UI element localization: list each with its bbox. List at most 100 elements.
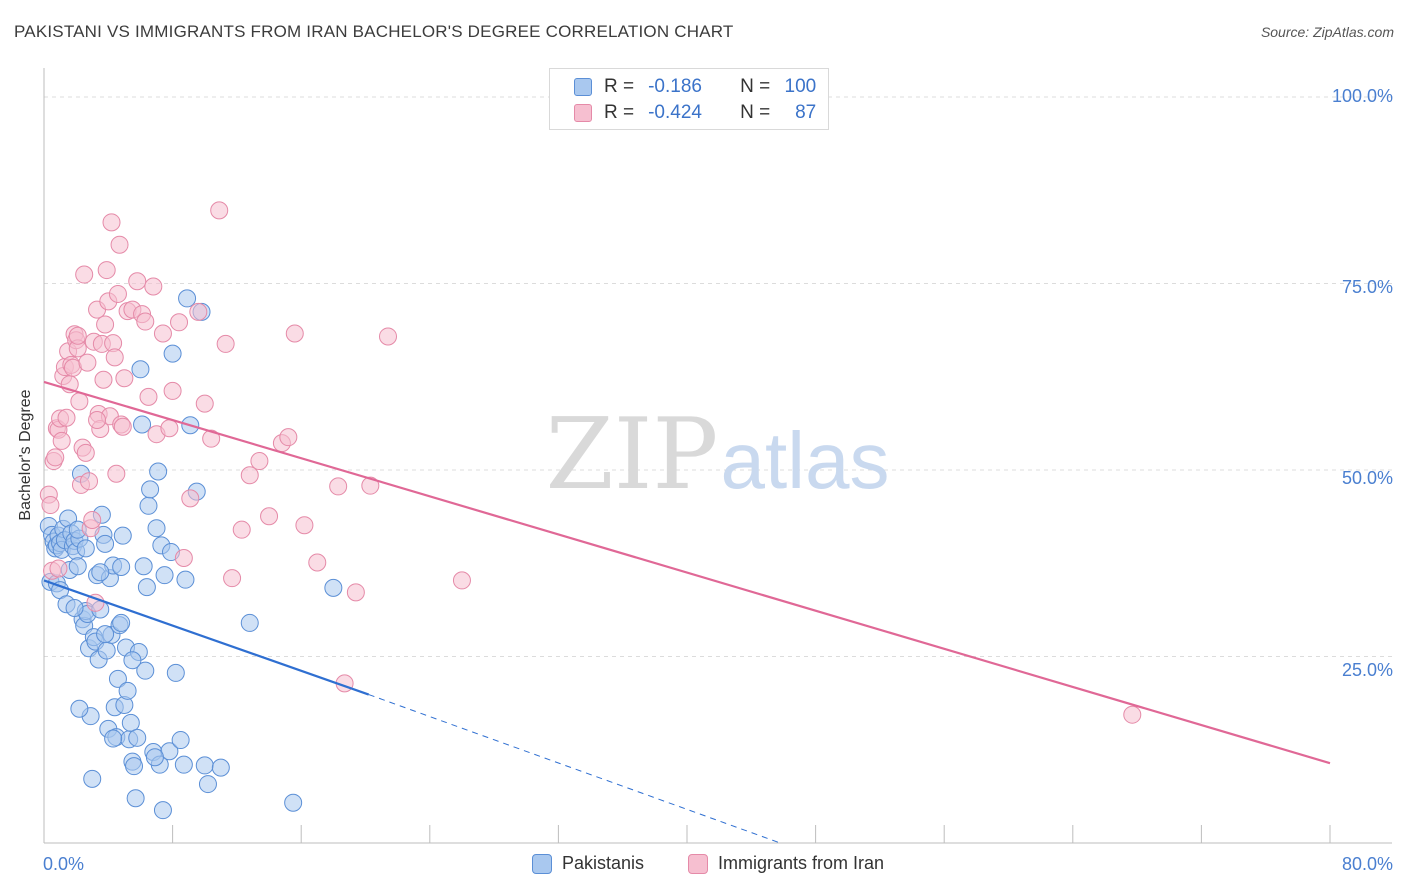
data-point-pakistani [139,496,158,515]
data-point-iran [113,417,132,436]
chart-title: PAKISTANI VS IMMIGRANTS FROM IRAN BACHEL… [14,22,734,41]
data-point-pakistani [112,613,131,632]
trend-line-pakistani [43,579,370,696]
data-point-iran [232,520,251,539]
data-point-pakistani [68,557,87,576]
data-point-pakistani [149,462,168,481]
data-point-iran [107,464,126,483]
data-point-pakistani [123,651,142,670]
data-point-pakistani [155,566,174,585]
data-point-iran [46,448,65,467]
data-point-iran [52,431,71,450]
bottom-legend: Pakistanis Immigrants from Iran [0,852,1406,878]
data-point-iran [41,496,60,515]
data-point-iran [78,353,97,372]
legend-n-value: 87 [795,102,817,123]
data-point-pakistani [137,578,156,597]
data-point-pakistani [70,699,89,718]
data-point-iran [68,326,87,345]
data-point-iran [102,213,121,232]
data-point-iran [88,411,107,430]
watermark: ZIP atlas [546,398,890,512]
legend-label-immigrants-from-iran: Immigrants from Iran [718,853,885,873]
data-point-iran [250,452,269,471]
y-tick-label: 75.0% [1341,277,1393,297]
data-point-iran [94,370,113,389]
data-point-iran [144,277,163,296]
data-point-iran [189,302,208,321]
data-point-pakistani [153,801,172,820]
grid-lines [44,96,1392,657]
legend-swatch-blue [574,78,592,96]
series-pakistanis [39,289,343,820]
data-point-pakistani [195,756,214,775]
data-point-pakistani [76,539,95,558]
data-point-iran [163,381,182,400]
data-point-iran [452,571,471,590]
legend: R = -0.186 N = 100 R = -0.424 N = 87 [549,68,829,130]
data-point-iran [97,261,116,280]
data-point-pakistani [96,625,115,644]
data-point-pakistani [91,563,110,582]
source-label: Source: ZipAtlas.com [1260,24,1394,40]
data-point-pakistani [131,360,150,379]
data-point-pakistani [108,669,127,688]
legend-n-label: N = [740,76,771,97]
data-point-pakistani [166,663,185,682]
data-point-pakistani [133,415,152,434]
data-point-pakistani [284,793,303,812]
data-point-iran [75,265,94,284]
data-point-iran [195,394,214,413]
data-point-iran [70,392,89,411]
data-point-iran [329,477,348,496]
data-point-pakistani [126,789,145,808]
trend-lines [43,380,1331,844]
legend-r-label: R = [604,102,635,123]
data-point-iran [96,315,115,334]
data-point-iran [139,387,158,406]
data-point-pakistani [147,519,166,538]
data-point-iran [216,334,235,353]
x-tick-label: 0.0% [43,854,85,874]
trend-line-iran [43,380,1331,765]
legend-label-pakistanis: Pakistanis [562,853,645,873]
data-point-iran [153,324,172,343]
data-point-iran [279,428,298,447]
data-point-iran [86,593,105,612]
y-tick-label: 25.0% [1341,660,1393,680]
legend-n-label: N = [740,102,771,123]
data-point-pakistani [145,748,164,767]
data-point-pakistani [112,557,131,576]
legend-row-pakistanis: R = -0.186 N = 100 [574,75,816,99]
data-point-iran [361,476,380,495]
legend-swatch-blue [532,853,552,874]
data-point-iran [379,327,398,346]
data-point-iran [128,272,147,291]
data-point-iran [80,472,99,491]
data-point-iran [308,553,327,572]
data-point-pakistani [174,755,193,774]
legend-r-value: -0.186 [648,76,702,97]
legend-swatch-pink [574,104,592,122]
data-point-iran [108,284,127,303]
data-point-pakistani [176,570,195,589]
data-point-iran [223,569,242,588]
data-point-pakistani [125,757,144,776]
data-point-iran [240,466,259,485]
data-point-iran [115,369,134,388]
data-point-pakistani [97,641,116,660]
trend-line-pakistani-extension [368,694,781,844]
data-point-pakistani [324,578,343,597]
data-point-pakistani [96,534,115,553]
legend-item-pakistanis[interactable]: Pakistanis [532,853,644,874]
data-point-pakistani [163,344,182,363]
legend-item-immigrants-from-iran[interactable]: Immigrants from Iran [688,853,884,874]
data-point-pakistani [65,599,84,618]
legend-swatch-pink [688,853,708,874]
data-point-pakistani [141,480,160,499]
legend-row-iran: R = -0.424 N = 87 [574,101,816,125]
watermark-atlas: atlas [721,416,890,505]
data-point-iran [160,419,179,438]
data-point-pakistani [118,681,137,700]
